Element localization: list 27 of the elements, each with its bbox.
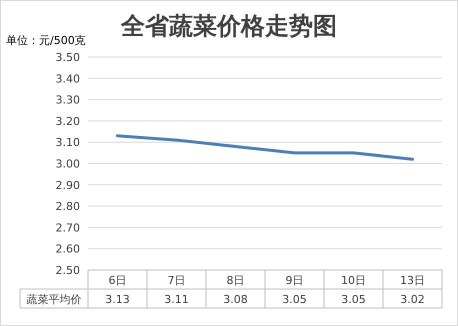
- x-tick-label: 13日: [400, 274, 425, 287]
- line-series: [116, 134, 414, 161]
- x-tick-label: 7日: [168, 274, 186, 287]
- x-tick-label: 6日: [108, 274, 126, 287]
- data-label: 3.02: [400, 293, 425, 306]
- y-tick-label: 2.70: [56, 221, 80, 234]
- y-tick-label: 3.20: [56, 114, 80, 128]
- text: 单位：元/500克: [6, 34, 86, 47]
- data-label: 3.05: [341, 293, 366, 306]
- y-tick-label: 2.60: [56, 242, 80, 256]
- y-tick-label: 3.10: [56, 136, 80, 150]
- chart-title: 全省蔬菜价格走势图: [120, 12, 337, 40]
- y-tick-label: 3.30: [56, 94, 80, 107]
- data-label: 3.13: [105, 293, 130, 306]
- x-tick-label: 9日: [286, 274, 304, 287]
- y-tick-label: 3.00: [56, 158, 80, 170]
- data-label: 3.05: [282, 293, 307, 306]
- y-tick-label: 3.50: [56, 51, 80, 64]
- x-tick-label: 10日: [341, 274, 366, 287]
- y-tick-label: 2.90: [56, 178, 80, 192]
- y-tick-label: 2.80: [56, 200, 80, 214]
- data-label: 3.08: [223, 293, 248, 306]
- data-label: 3.11: [164, 293, 189, 306]
- y-tick-label: 3.40: [56, 72, 80, 86]
- text: 蔬菜平均价: [26, 293, 82, 306]
- y-tick-label: 2.50: [56, 264, 80, 277]
- x-tick-label: 8日: [226, 274, 244, 287]
